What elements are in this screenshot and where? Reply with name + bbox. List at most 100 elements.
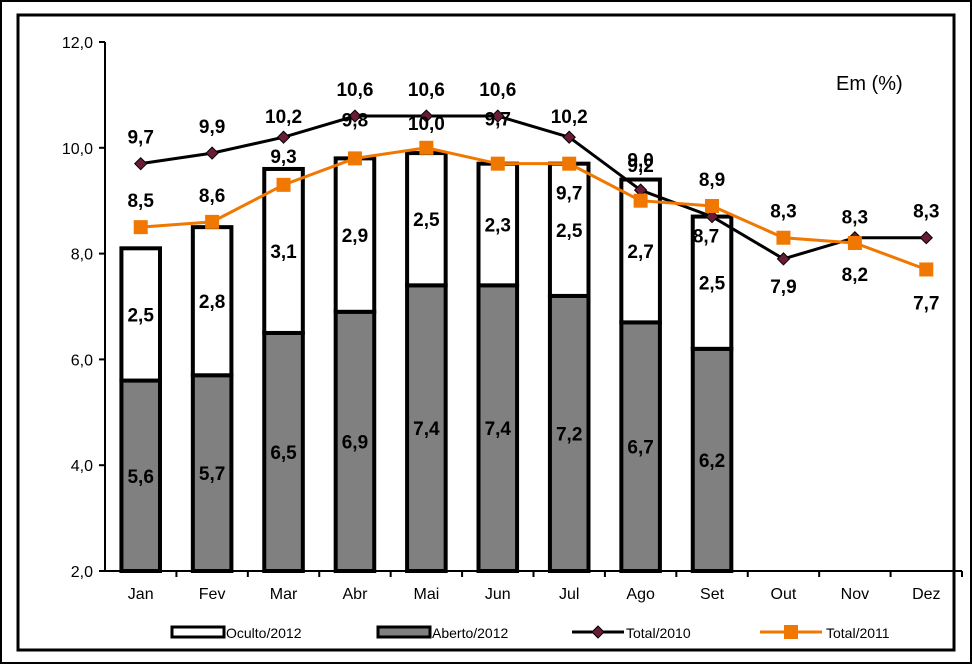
data-label-total-2011-jul: 9,7 [556,184,582,205]
data-label-total-2011-jun: 9,7 [485,110,511,131]
x-tick-label-out: Out [771,586,797,603]
y-tick-label: 8,0 [71,247,93,264]
data-label-aberto-abr: 6,9 [342,432,368,453]
x-tick-label-jan: Jan [128,586,154,603]
data-label-total-2011-out: 8,3 [770,202,796,223]
data-label-oculto-jan: 2,5 [127,305,154,326]
y-tick-label: 2,0 [71,564,93,581]
bar-oculto-2012-jan [119,246,162,383]
marker-total-2011-mar [276,177,291,192]
axes-layer: 2,0 4,0 6,0 8,0 10,0 12,0 Jan Fev Mar Abr Mai Jun Ju… [62,35,963,603]
data-label-total-2011-jan: 8,5 [127,191,154,212]
data-label-total-2011-set: 8,9 [699,170,725,191]
unit-note: Em (%) [836,73,903,95]
data-label-aberto-jun: 7,4 [485,419,512,440]
data-label-total-2011-abr: 9,8 [342,110,368,131]
bar-oculto-2012-set [690,214,734,351]
line-total-2010 [140,114,927,261]
legend-label-total-2010: Total/2010 [626,625,691,641]
marker-total-2010-abr [348,109,362,123]
data-label-total-2011-mai: 10,0 [408,114,445,135]
legend: Oculto/2012 Aberto/2012 Total/2010 Total/20… [170,625,890,641]
bar-oculto-2012-mai [405,151,448,288]
x-tick-label-ago: Ago [626,586,655,603]
marker-total-2010-set [705,209,719,224]
marker-total-2011-mai [419,140,434,155]
x-tick-label-fev: Fev [199,586,226,603]
marker-total-2011-ago [633,193,648,208]
marker-total-2010-mar [276,130,291,144]
marker-total-2011-out [776,230,791,245]
marker-total-2011-jan [133,220,148,235]
data-label-oculto-set: 2,5 [699,274,726,295]
y-tick-label: 4,0 [71,458,93,475]
data-label-oculto-abr: 2,9 [342,226,368,247]
data-label-aberto-set: 6,2 [699,451,725,472]
labels-layer: 5,6 2,5 5,7 2,8 6,5 3,1 6,9 2,9 7,4 2,5 7,4 2,3 7,2 2… [127,80,939,488]
marker-total-2010-fev [205,146,219,160]
data-label-oculto-jun: 2,3 [485,216,511,237]
marker-total-2011-fev [205,214,220,229]
lines-layer [133,109,934,277]
data-label-aberto-mar: 6,5 [270,443,297,464]
legend-swatch-aberto-2012 [376,625,432,639]
data-label-total-2010-jul: 10,2 [551,107,588,128]
marker-total-2010-dez [919,231,933,245]
data-label-oculto-mai: 2,5 [413,210,440,231]
y-tick-label: 6,0 [71,352,93,369]
marker-total-2010-out [776,252,791,266]
data-label-total-2011-dez: 7,7 [913,293,939,314]
marker-total-2011-set [705,198,720,213]
data-label-aberto-mai: 7,4 [413,419,440,440]
data-label-oculto-mar: 3,1 [270,242,297,263]
marker-total-2010-mai [419,109,434,123]
x-tick-label-jun: Jun [485,586,511,603]
legend-marker-total-2010 [591,625,605,639]
x-tick-label-jul: Jul [559,586,579,603]
data-label-total-2010-nov: 8,3 [842,208,868,229]
legend-label-oculto-2012: Oculto/2012 [226,625,302,641]
data-label-total-2010-mai: 10,6 [408,80,445,101]
data-label-total-2010-dez: 8,3 [913,202,939,223]
data-label-aberto-jul: 7,2 [556,424,582,445]
legend-label-total-2011: Total/2011 [826,625,890,641]
data-label-aberto-jan: 5,6 [127,467,153,488]
data-label-total-2010-ago: 9,2 [627,156,653,177]
bar-oculto-2012-mar [262,166,305,335]
data-label-total-2011-mar: 9,3 [270,147,296,168]
y-tick-label: 12,0 [62,35,93,52]
bar-oculto-2012-fev [190,225,234,378]
marker-total-2011-nov [847,236,862,251]
data-label-oculto-jul: 2,5 [556,221,583,242]
data-label-total-2010-fev: 9,9 [199,117,225,138]
data-label-total-2010-set: 8,7 [693,227,719,248]
x-tick-label-dez: Dez [912,586,940,603]
marker-total-2011-jul [562,156,577,171]
data-label-total-2010-abr: 10,6 [336,80,373,101]
data-label-total-2010-out: 7,9 [770,277,796,298]
marker-total-2011-abr [347,151,362,166]
legend-swatch-oculto-2012 [170,625,226,639]
legend-marker-total-2011 [784,625,798,639]
data-label-aberto-fev: 5,7 [199,464,225,485]
data-label-total-2010-jan: 9,7 [127,128,153,149]
x-tick-label-mar: Mar [270,586,298,603]
bar-aberto-2012-ago [619,320,662,573]
data-label-total-2011-ago: 9,0 [627,151,653,172]
data-label-total-2011-fev: 8,6 [199,186,225,207]
data-label-total-2011-nov: 8,2 [842,265,868,286]
line-total-2011 [140,146,927,271]
data-label-aberto-ago: 6,7 [627,438,653,459]
marker-total-2010-jul [562,130,576,144]
data-label-total-2010-jun: 10,6 [479,80,516,101]
marker-total-2011-jun [490,156,505,171]
marker-total-2011-dez [919,262,934,277]
legend-label-aberto-2012: Aberto/2012 [432,625,508,641]
x-tick-label-nov: Nov [841,586,869,603]
x-tick-label-mai: Mai [413,586,439,603]
marker-total-2010-jun [491,109,505,123]
data-label-oculto-fev: 2,8 [199,292,225,313]
data-label-oculto-ago: 2,7 [627,242,653,263]
